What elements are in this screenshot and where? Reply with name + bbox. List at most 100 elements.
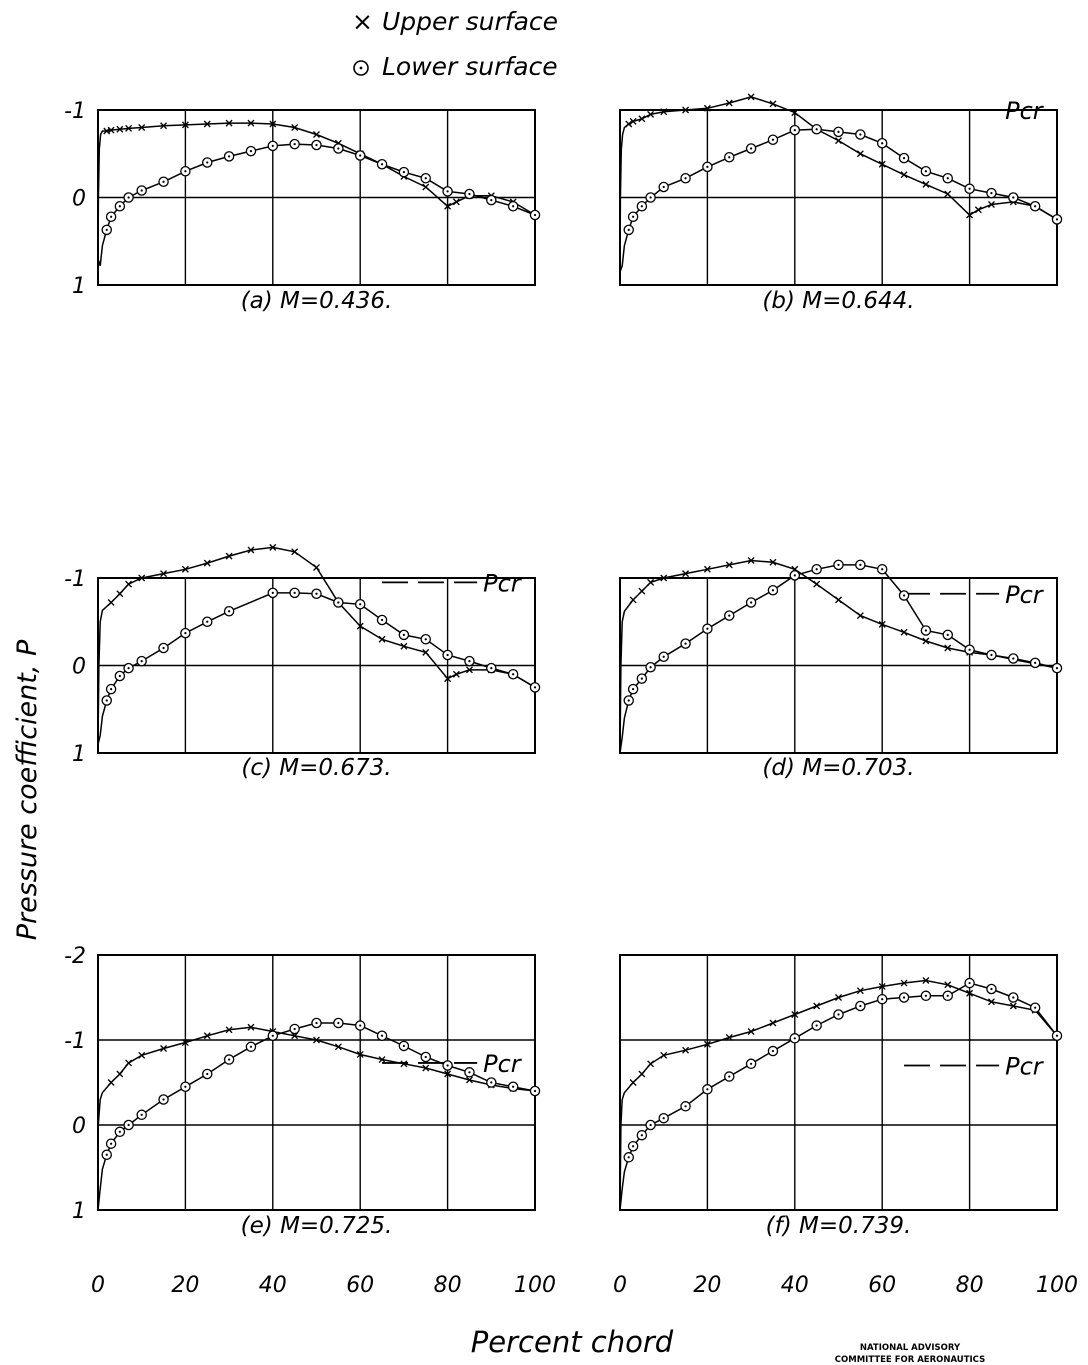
data-point-x	[987, 201, 995, 208]
data-point-circle-dot	[640, 205, 643, 208]
data-point-x	[900, 979, 908, 987]
data-point-circle-dot	[127, 196, 130, 199]
data-point-circle-dot	[337, 1021, 340, 1025]
panel-b-series-line	[619, 96, 1058, 272]
data-point-circle-dot	[380, 1034, 384, 1037]
data-point-circle-dot	[924, 629, 928, 632]
data-point-circle-dot	[750, 601, 753, 604]
data-point-circle-dot	[446, 653, 449, 657]
data-point-circle-dot	[446, 1064, 449, 1067]
data-point-circle-dot	[684, 177, 687, 180]
data-point-circle-dot	[184, 1085, 187, 1088]
data-point-x	[856, 987, 864, 995]
data-point-circle-dot	[728, 1075, 731, 1078]
data-point-circle-dot	[793, 1037, 796, 1040]
data-point-x	[966, 211, 974, 219]
data-point-circle-dot	[105, 699, 108, 702]
data-point-circle-dot	[706, 1088, 709, 1091]
x-tick-label: 20	[171, 1273, 199, 1298]
panel-f-series-lower	[619, 977, 1063, 1211]
data-point-circle-dot	[815, 1024, 818, 1027]
data-point-x	[247, 546, 255, 554]
data-point-x	[422, 1064, 430, 1072]
credit-line-1: NATIONAL ADVISORY	[860, 1343, 961, 1353]
x-tick-label: 80	[434, 1273, 462, 1298]
x-tick-label: 100	[514, 1273, 556, 1298]
data-point-circle-dot	[627, 1156, 630, 1159]
panel-d-caption: (d) M=0.703.	[762, 755, 914, 781]
data-point-x	[647, 1060, 655, 1068]
data-point-x	[422, 183, 430, 191]
data-point-x	[125, 1059, 133, 1067]
panel-c-y-tick-label: 1	[72, 742, 86, 767]
panel-e-series-line	[97, 1022, 536, 1211]
data-point-x	[356, 1050, 364, 1058]
data-point-circle-dot	[140, 660, 143, 663]
data-point-x	[660, 108, 668, 116]
data-point-x	[378, 635, 386, 643]
data-point-circle-dot	[881, 568, 884, 571]
data-point-circle-dot	[946, 994, 949, 997]
data-point-x	[660, 1051, 668, 1059]
data-point-x	[647, 110, 655, 118]
data-point-circle-dot	[424, 177, 427, 180]
data-point-x	[203, 559, 211, 567]
data-point-circle-dot	[632, 688, 635, 691]
panel-b-series-lower	[619, 124, 1063, 273]
data-point-x	[878, 982, 886, 990]
data-point-circle-dot	[337, 147, 340, 150]
data-point-circle-dot	[750, 147, 753, 150]
panel-b: Pcr (b) M=0.644.	[619, 93, 1063, 314]
data-point-circle-dot	[1055, 667, 1059, 670]
data-point-x	[835, 596, 842, 604]
data-point-x	[247, 119, 255, 127]
x-tick-label: 80	[956, 1273, 984, 1298]
data-point-x	[116, 125, 124, 133]
data-point-circle-dot	[1055, 1034, 1059, 1037]
data-point-circle-dot	[162, 646, 165, 650]
data-point-circle-dot	[662, 655, 665, 658]
data-point-x	[944, 644, 952, 652]
data-point-circle-dot	[184, 632, 187, 635]
data-point-x	[987, 998, 995, 1006]
data-point-x	[725, 99, 733, 107]
data-point-circle-dot	[118, 205, 121, 208]
data-point-x	[1009, 1002, 1017, 1010]
data-point-circle-dot	[649, 1123, 652, 1127]
data-point-circle-dot	[127, 1123, 130, 1127]
data-point-circle-dot	[271, 1034, 274, 1037]
data-point-circle-dot	[1034, 205, 1037, 208]
panel-b-caption: (b) M=0.644.	[762, 288, 914, 314]
data-point-circle-dot	[315, 1021, 318, 1025]
panel-e-y-tick-label: -2	[64, 944, 86, 969]
data-point-x	[629, 117, 637, 125]
data-point-x	[944, 190, 952, 198]
panel-b-pcr-label: Pcr	[1005, 97, 1045, 125]
data-point-circle-dot	[902, 157, 906, 160]
data-point-circle-dot	[105, 1153, 108, 1156]
data-point-circle-dot	[771, 138, 775, 141]
data-point-x	[769, 1019, 777, 1027]
x-tick-label: 60	[868, 1273, 896, 1298]
data-point-x	[944, 981, 952, 989]
data-point-x	[125, 124, 133, 132]
data-point-circle-dot	[640, 677, 643, 680]
data-point-x	[647, 578, 655, 586]
data-point-x	[160, 122, 168, 130]
data-point-circle-dot	[640, 1134, 643, 1137]
data-point-circle-dot	[1034, 1006, 1037, 1009]
data-point-x	[107, 599, 115, 606]
data-point-circle-dot	[859, 1004, 862, 1008]
data-point-circle-dot	[533, 213, 537, 217]
data-point-circle-dot	[837, 130, 840, 133]
data-point-circle-dot	[162, 180, 165, 183]
data-point-x	[465, 1076, 473, 1084]
x-tick-labels: 0 20 40 60 80 100 0 20 40 60 80 100	[91, 1273, 1078, 1298]
data-point-circle-dot	[359, 1024, 362, 1027]
data-point-circle-dot	[859, 563, 862, 566]
legend-upper-label: Upper surface	[382, 7, 558, 36]
x-tick-label: 100	[1036, 1273, 1078, 1298]
data-point-circle-dot	[512, 1085, 515, 1088]
data-point-circle-dot	[1034, 661, 1037, 664]
data-point-circle-dot	[990, 987, 993, 991]
